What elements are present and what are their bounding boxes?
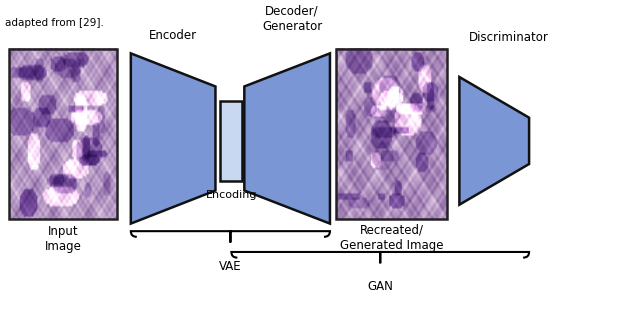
Polygon shape	[244, 53, 330, 224]
Bar	[220, 101, 243, 181]
Polygon shape	[131, 53, 216, 224]
Text: Input
Image: Input Image	[45, 226, 81, 253]
Text: adapted from [29].: adapted from [29].	[5, 18, 104, 28]
Text: Discriminator: Discriminator	[469, 31, 549, 44]
Text: Encoder: Encoder	[149, 29, 197, 42]
Bar	[336, 49, 447, 219]
Text: GAN: GAN	[367, 280, 393, 293]
Bar	[10, 49, 117, 219]
Text: Recreated/
Generated Image: Recreated/ Generated Image	[340, 224, 444, 251]
Text: Encoding: Encoding	[205, 191, 257, 201]
Text: Decoder/
Generator: Decoder/ Generator	[262, 5, 323, 32]
Polygon shape	[460, 77, 529, 205]
Text: VAE: VAE	[219, 260, 242, 273]
